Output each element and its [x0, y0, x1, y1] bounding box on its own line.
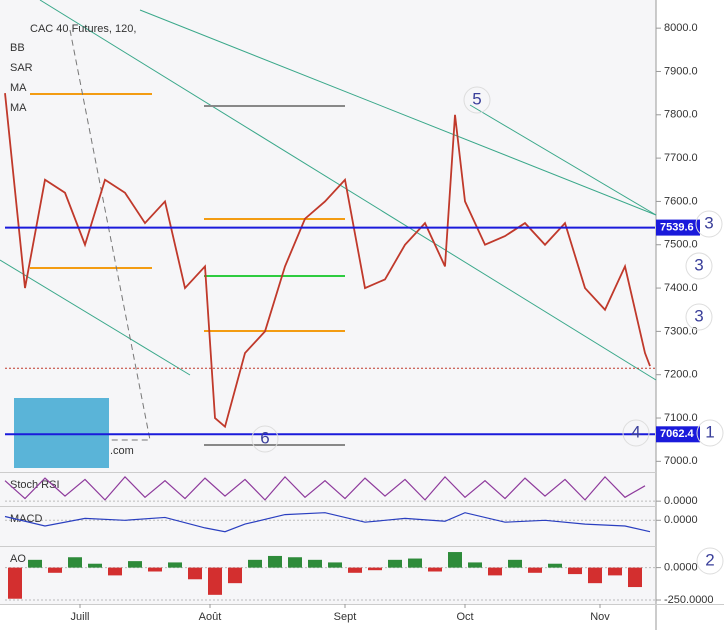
y-tick-label: 7500.0 [664, 239, 698, 251]
bar [468, 562, 482, 568]
bar [168, 562, 182, 568]
y-tick-label: 7100.0 [664, 412, 698, 424]
annotation: 4 [631, 422, 640, 441]
annotation-circle [695, 210, 723, 238]
bar [608, 567, 622, 576]
bar [448, 552, 462, 568]
bar [228, 567, 242, 584]
annotation: 5 [472, 89, 481, 108]
y-tick-label: 0.0000 [664, 514, 698, 526]
annotation-circle [622, 419, 650, 447]
plot-bg [0, 0, 656, 604]
x-tick-label: Août [199, 611, 222, 623]
bar [148, 567, 162, 572]
sep [0, 546, 656, 547]
bar [128, 561, 142, 568]
y-tick-label: 0.0000 [664, 562, 698, 574]
bar [48, 567, 62, 573]
bar [288, 557, 302, 568]
logo [14, 398, 109, 468]
y-tick-label: 7400.0 [664, 282, 698, 294]
x-tick-label: Juill [71, 611, 90, 623]
annotation-circle [463, 86, 491, 114]
x-tick-label: Oct [456, 611, 473, 623]
x-tick-label: Sept [334, 611, 357, 623]
y-tick-label: 7700.0 [664, 152, 698, 164]
bar [188, 567, 202, 580]
series-line [4, 93, 651, 429]
bar [208, 567, 222, 595]
annotation: 3 [694, 306, 703, 325]
level-tag [656, 219, 700, 236]
bar [368, 567, 382, 571]
series-line [4, 475, 646, 501]
series-line [4, 512, 651, 533]
x-tick-label: Nov [590, 611, 610, 623]
bar [488, 567, 502, 576]
bar [568, 567, 582, 575]
bar [588, 567, 602, 584]
bar [348, 567, 362, 573]
bar [308, 559, 322, 568]
y-tick-label: 7800.0 [664, 109, 698, 121]
level-tag [656, 426, 700, 443]
annotation: 1 [705, 422, 714, 441]
bar [528, 567, 542, 573]
sep [0, 604, 724, 605]
annotation: 2 [705, 550, 714, 569]
bar [388, 559, 402, 568]
bar [428, 567, 442, 572]
annotation: 3 [694, 255, 703, 274]
bar [68, 557, 82, 568]
y-tick-label: -250.0000 [664, 594, 714, 606]
y-tick-label: 7200.0 [664, 369, 698, 381]
trend-channels [0, 0, 657, 446]
level-label: 7062.4 [660, 428, 695, 440]
bar [8, 567, 22, 599]
bar [268, 555, 282, 568]
indicator-label: SAR [10, 62, 33, 74]
y-tick-label: 0.0000 [664, 495, 698, 507]
annotation-circle [251, 425, 279, 453]
bar [28, 559, 42, 568]
panel-label: AO [10, 553, 26, 565]
bar [408, 558, 422, 568]
y-tick-label: 7300.0 [664, 325, 698, 337]
bar [628, 567, 642, 588]
bar [248, 559, 262, 568]
watermark: .com [110, 445, 134, 457]
indicator-label: MA [10, 102, 27, 114]
sep [0, 472, 656, 473]
y-tick-label: 7900.0 [664, 65, 698, 77]
y-tick-label: 7000.0 [664, 455, 698, 467]
annotation-circle [685, 252, 713, 280]
indicator-label: BB [10, 42, 25, 54]
bar [508, 559, 522, 568]
bar [328, 562, 342, 568]
panel-label: Stoch RSI [10, 479, 60, 491]
indicator-label: MA [10, 82, 27, 94]
sep [0, 506, 656, 507]
annotation: 3 [704, 213, 713, 232]
annotation: 6 [260, 428, 269, 447]
title: CAC 40 Futures, 120, [30, 23, 136, 35]
bar [548, 563, 562, 568]
y-tick-label: 7600.0 [664, 195, 698, 207]
annotation-circle [696, 547, 724, 575]
annotation-circle [696, 419, 724, 447]
y-tick-label: 8000.0 [664, 22, 698, 34]
annotation-circle [685, 303, 713, 331]
panel-label: MACD [10, 513, 42, 525]
bar [108, 567, 122, 576]
bar [88, 563, 102, 568]
level-label: 7539.6 [660, 221, 694, 233]
